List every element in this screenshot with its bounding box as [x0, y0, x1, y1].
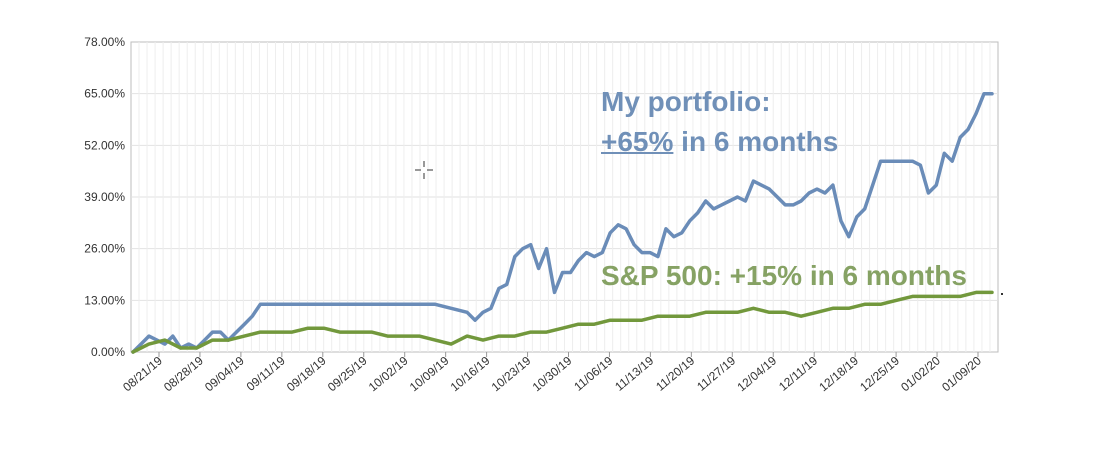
x-tick-label: 12/04/19: [734, 353, 779, 394]
y-tick-label: 13.00%: [84, 293, 125, 307]
x-tick-label: 11/27/19: [694, 353, 738, 393]
x-tick-label: 11/20/19: [653, 353, 697, 393]
sp500-annotation: S&P 500: +15% in 6 months: [601, 260, 967, 291]
x-tick-label: 09/25/19: [325, 353, 370, 394]
x-tick-label: 10/02/19: [366, 353, 411, 394]
stray-dot: [1001, 293, 1003, 295]
y-tick-label: 26.00%: [84, 242, 125, 256]
portfolio-gain-period: in 6 months: [673, 126, 839, 157]
sp500-line: [131, 290, 994, 354]
x-axis-ticks: 08/21/1908/28/1909/04/1909/11/1909/18/19…: [120, 353, 984, 394]
y-tick-label: 65.00%: [84, 87, 125, 101]
crosshair-cursor-icon: [415, 161, 433, 179]
portfolio-annotation: My portfolio: +65% in 6 months: [601, 82, 838, 162]
portfolio-line: [131, 91, 994, 354]
x-tick-label: 11/13/19: [612, 353, 656, 393]
x-tick-label: 10/09/19: [407, 353, 452, 394]
x-tick-label: 10/30/19: [530, 353, 575, 394]
x-tick-label: 08/28/19: [161, 353, 206, 394]
x-tick-label: 09/04/19: [202, 353, 247, 394]
y-axis-ticks: 0.00% 13.00% 26.00% 39.00% 52.00% 65.00% 78.00…: [84, 35, 125, 359]
x-tick-label: 01/02/20: [898, 353, 943, 394]
x-tick-label: 10/23/19: [489, 353, 534, 394]
portfolio-annotation-line2: +65% in 6 months: [601, 122, 838, 162]
x-tick-label: 10/16/19: [448, 353, 493, 394]
x-tick-label: 12/25/19: [857, 353, 902, 394]
gridlines: [131, 42, 998, 357]
portfolio-gain-value: +65%: [601, 126, 674, 157]
x-tick-label: 12/11/19: [776, 353, 820, 393]
portfolio-annotation-line1: My portfolio:: [601, 86, 771, 117]
y-tick-label: 39.00%: [84, 190, 125, 204]
series-lines: [131, 91, 994, 354]
x-tick-label: 01/09/20: [939, 353, 984, 394]
y-tick-label: 0.00%: [91, 345, 125, 359]
x-tick-label: 09/11/19: [244, 353, 288, 393]
x-tick-label: 08/21/19: [120, 353, 165, 394]
x-tick-label: 12/18/19: [816, 353, 861, 394]
x-tick-label: 11/06/19: [571, 353, 615, 393]
y-tick-label: 52.00%: [84, 138, 125, 152]
x-tick-label: 09/18/19: [284, 353, 329, 394]
y-tick-label: 78.00%: [84, 35, 125, 49]
